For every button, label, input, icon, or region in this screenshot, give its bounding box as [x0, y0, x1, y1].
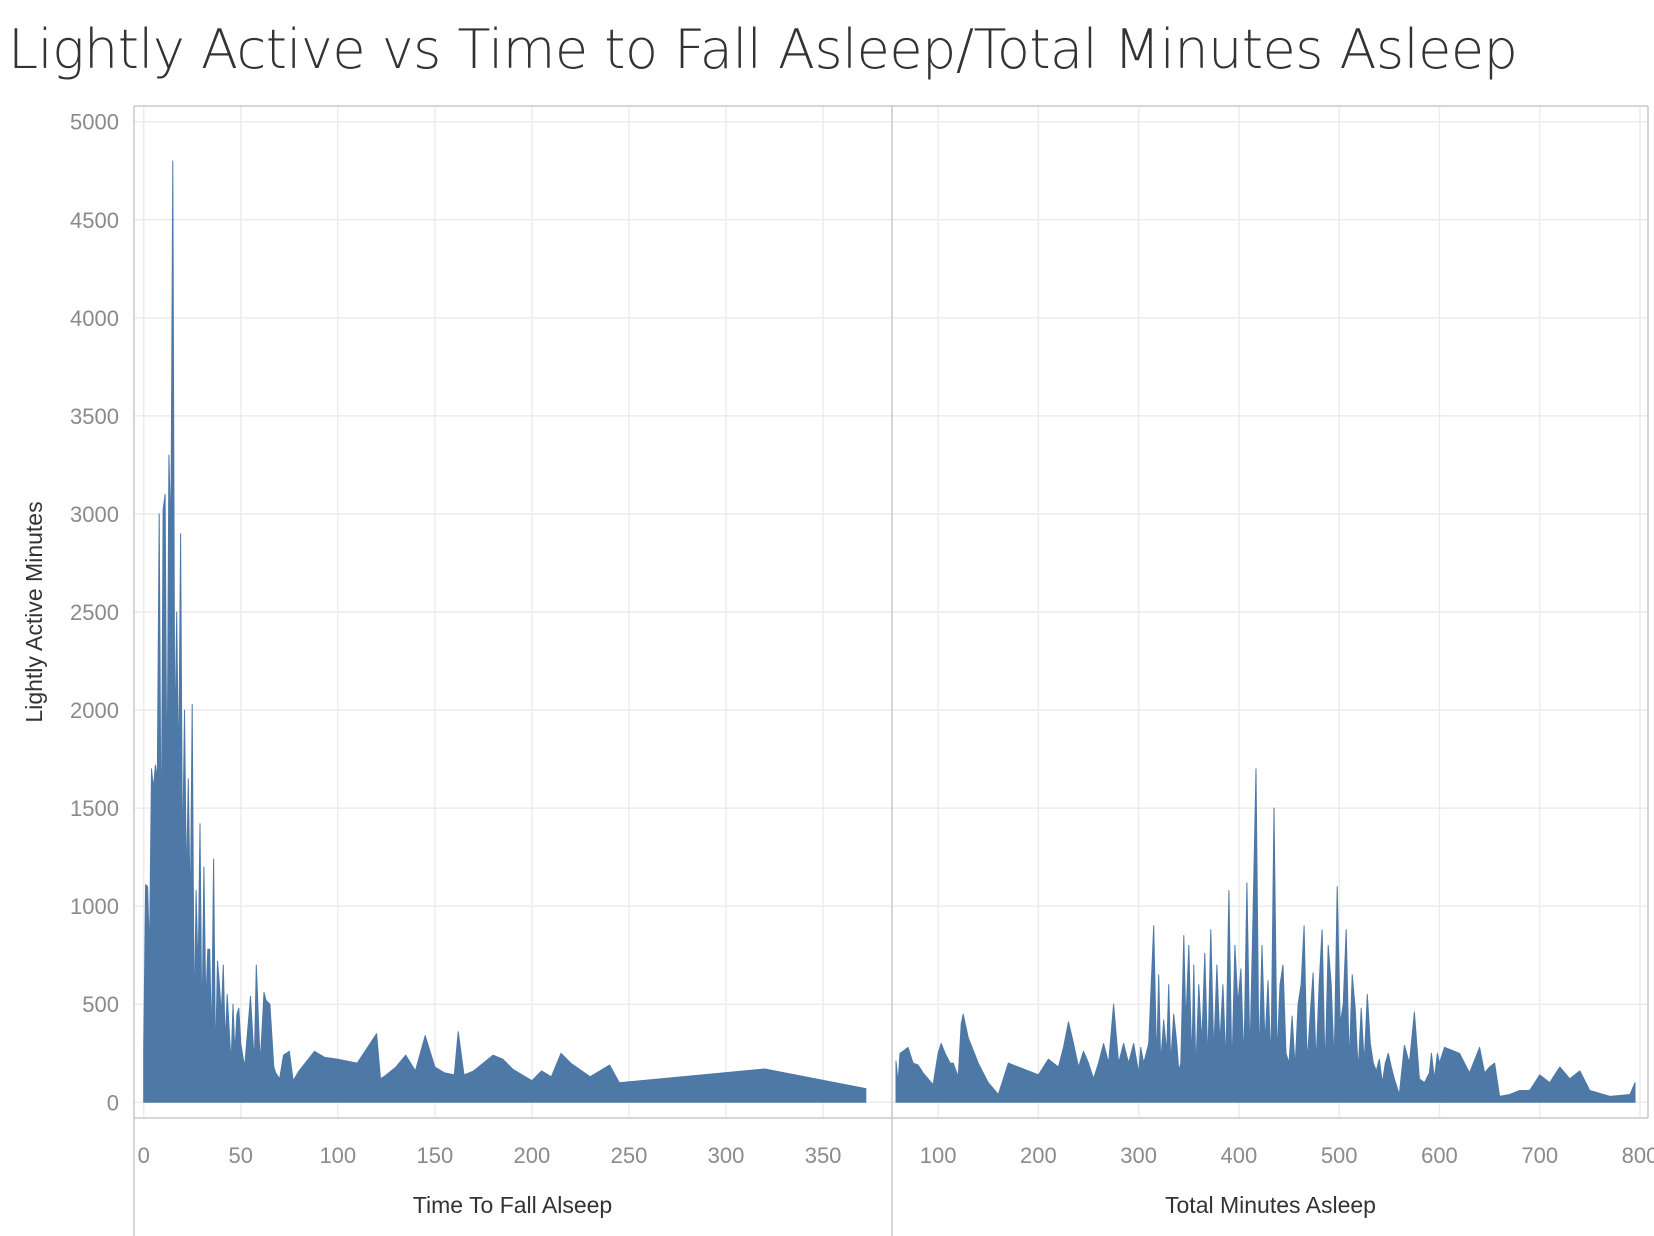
- x-tick-label: 300: [1120, 1143, 1157, 1168]
- y-tick-label: 4000: [70, 306, 119, 331]
- y-tick-label: 500: [82, 992, 119, 1017]
- x-tick-label: 100: [319, 1143, 356, 1168]
- y-tick-label: 2500: [70, 600, 119, 625]
- y-tick-label: 2000: [70, 698, 119, 723]
- area-series-1: [143, 160, 867, 1103]
- x-tick-label: 800: [1622, 1143, 1654, 1168]
- y-tick-label: 4500: [70, 208, 119, 233]
- x-tick-label: 250: [611, 1143, 648, 1168]
- axis-layer: [133, 105, 1649, 1236]
- x-tick-label: 150: [416, 1143, 453, 1168]
- x-tick-label: 300: [708, 1143, 745, 1168]
- y-tick-label: 1000: [70, 894, 119, 919]
- x-tick-label: 50: [229, 1143, 253, 1168]
- x-tick-label: 0: [138, 1143, 150, 1168]
- x-tick-label: 600: [1421, 1143, 1458, 1168]
- x-axis-title: Time To Fall Alseep: [413, 1192, 612, 1218]
- y-tick-label: 5000: [70, 110, 119, 135]
- y-tick-label: 3500: [70, 404, 119, 429]
- x-tick-label: 500: [1321, 1143, 1358, 1168]
- x-tick-label: 200: [1020, 1143, 1057, 1168]
- x-axis-title: Total Minutes Asleep: [1165, 1192, 1376, 1218]
- label-layer: 0500100015002000250030003500400045005000…: [21, 110, 1654, 1218]
- y-tick-label: 1500: [70, 796, 119, 821]
- y-axis-title: Lightly Active Minutes: [21, 501, 47, 722]
- area-layer: [143, 160, 1636, 1103]
- x-tick-label: 100: [920, 1143, 957, 1168]
- x-tick-label: 700: [1521, 1143, 1558, 1168]
- x-tick-label: 400: [1221, 1143, 1258, 1168]
- area-series-2: [895, 768, 1636, 1103]
- chart-title: Lightly Active vs Time to Fall Asleep/To…: [8, 18, 1518, 81]
- grid-layer: [134, 106, 1648, 1118]
- x-tick-label: 350: [805, 1143, 842, 1168]
- y-tick-label: 0: [107, 1090, 119, 1115]
- y-tick-label: 3000: [70, 502, 119, 527]
- x-tick-label: 200: [514, 1143, 551, 1168]
